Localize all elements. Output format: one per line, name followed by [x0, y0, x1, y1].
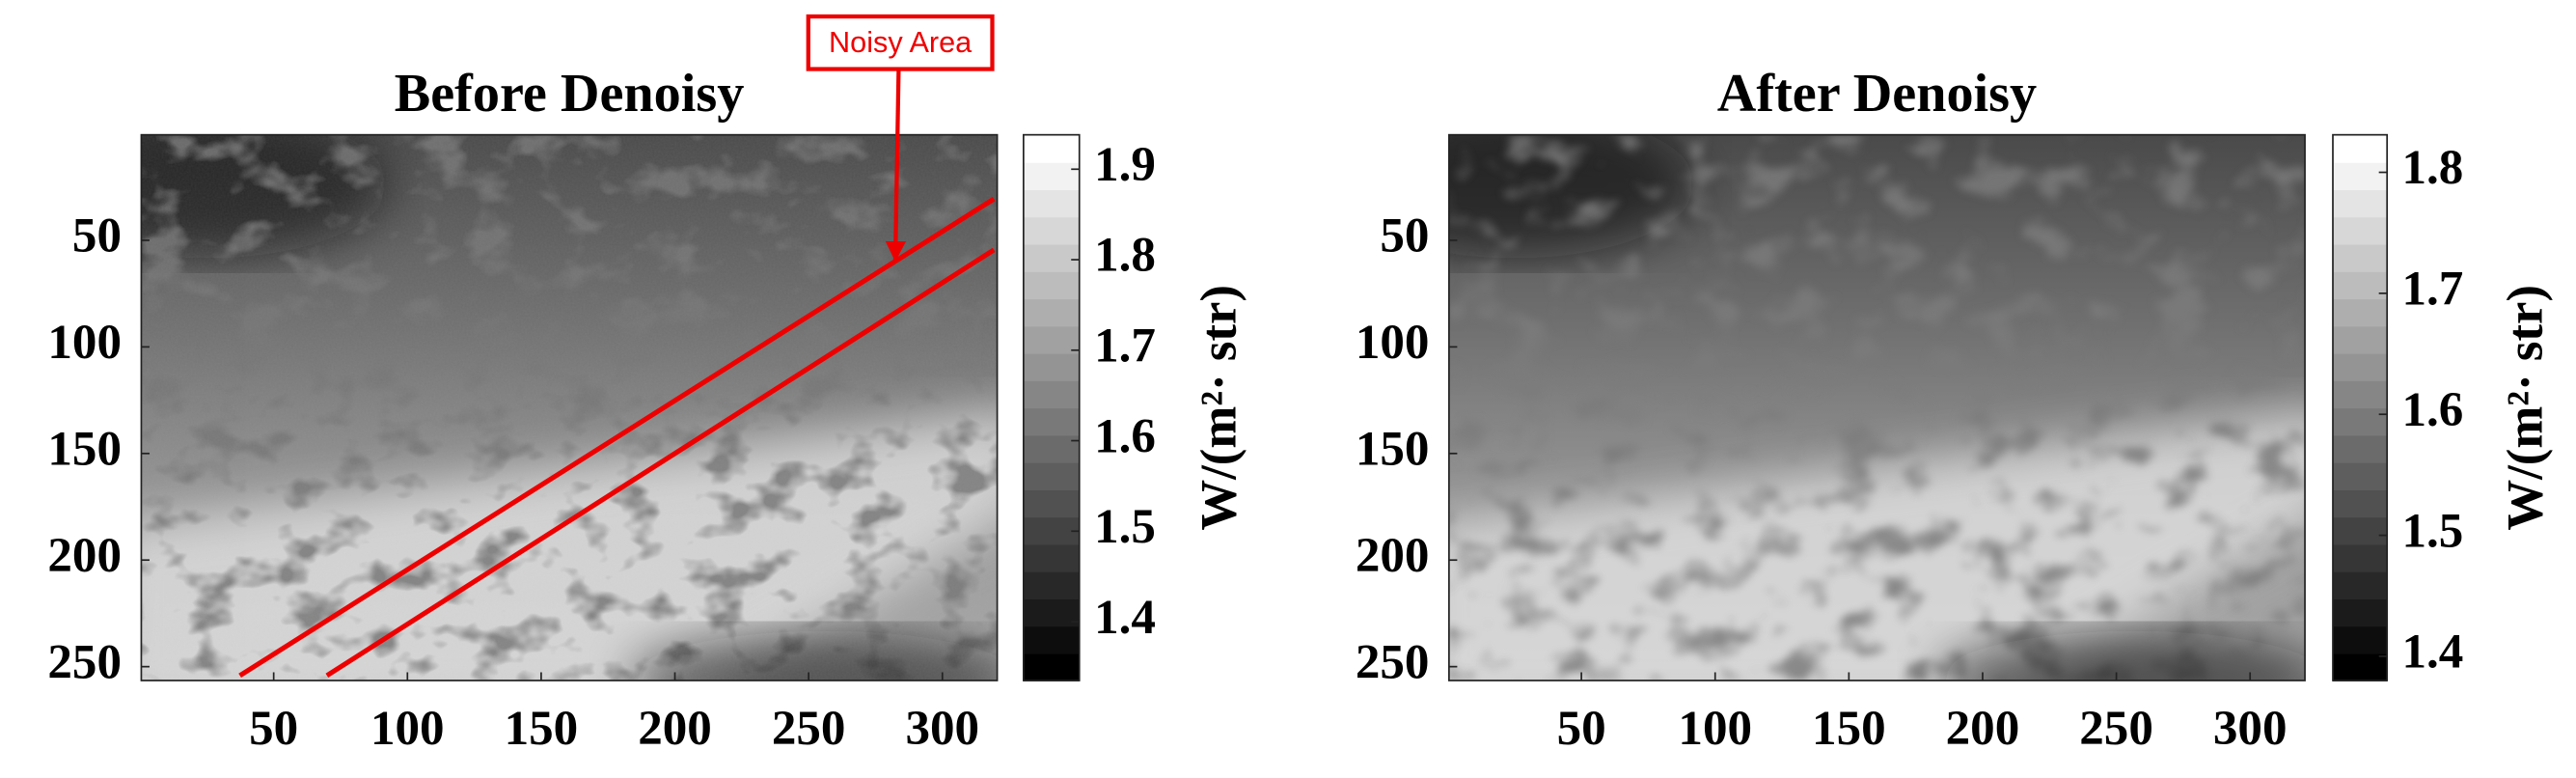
colorbar-tick-label: 1.5	[1094, 499, 1156, 554]
colorbar-tick-label: 1.6	[1094, 408, 1156, 463]
y-tick-label: 150	[47, 422, 122, 477]
colorbar-step	[2332, 189, 2388, 218]
colorbar-step	[2332, 516, 2388, 545]
image	[141, 134, 998, 681]
colorbar-step	[2332, 489, 2388, 518]
colorbar-step	[2332, 216, 2388, 245]
colorbar-step	[2332, 598, 2388, 627]
colorbar-step	[2332, 625, 2388, 654]
colorbar-step	[1023, 543, 1080, 572]
colorbar-step	[1023, 461, 1080, 490]
grain	[141, 134, 998, 681]
x-tick-label: 250	[2079, 701, 2153, 756]
colorbar-frame	[1022, 133, 1081, 681]
colorbar-label: W/(m²· str)	[1192, 285, 1247, 531]
x-tick-label: 300	[2213, 701, 2288, 756]
x-tick-label: 200	[638, 701, 712, 756]
colorbar-step	[2332, 570, 2388, 600]
colorbar-step	[1023, 489, 1080, 518]
x-tick-label: 50	[249, 701, 298, 756]
colorbar-step	[2332, 653, 2388, 681]
image	[1448, 134, 2306, 681]
colorbar-step	[2332, 270, 2388, 300]
colorbar-step	[1023, 270, 1080, 300]
colorbar-step	[1023, 407, 1080, 436]
y-tick-label: 250	[47, 634, 122, 689]
colorbar-step	[1023, 434, 1080, 463]
colorbar-step	[1023, 134, 1080, 163]
y-tick-label: 50	[72, 208, 122, 264]
colorbar-step	[1023, 516, 1080, 545]
colorbar-step	[1023, 653, 1080, 681]
colorbar-step	[2332, 380, 2388, 409]
x-tick-label: 150	[1812, 701, 1886, 756]
colorbar-tick-label: 1.6	[2402, 382, 2464, 437]
dark-patch	[1936, 630, 2306, 681]
x-tick-label: 100	[1678, 701, 1752, 756]
noisy-line	[325, 247, 996, 679]
colorbar-step	[2332, 407, 2388, 436]
colorbar-step	[1023, 161, 1080, 191]
y-tick-label: 200	[1356, 528, 1430, 583]
colorbar-tick-label: 1.9	[1094, 137, 1156, 192]
x-tick-label: 100	[370, 701, 445, 756]
y-tick-label: 100	[47, 315, 122, 370]
y-tick-label: 50	[1380, 208, 1429, 264]
colorbar-tick-label: 1.8	[1094, 228, 1156, 283]
colorbar-step	[2332, 434, 2388, 463]
colorbar-step	[1023, 189, 1080, 218]
title: Before Denoisy	[395, 64, 745, 124]
colorbar-label: W/(m²· str)	[2497, 285, 2553, 531]
x-tick-label: 150	[505, 701, 579, 756]
colorbar-step	[2332, 243, 2388, 272]
colorbar-step	[1023, 625, 1080, 654]
colorbar-tick-label: 1.4	[2402, 625, 2464, 680]
colorbar-step	[2332, 461, 2388, 490]
colorbar-step	[2332, 298, 2388, 327]
noisy-line	[238, 196, 996, 679]
colorbar-frame	[2332, 133, 2389, 681]
colorbar-step	[2332, 352, 2388, 381]
blobs	[1448, 134, 2306, 681]
colorbar-tick-label: 1.8	[2402, 140, 2464, 195]
colorbar-step	[1023, 325, 1080, 354]
title: After Denoisy	[1717, 64, 2037, 124]
colorbar-step	[2332, 161, 2388, 191]
y-tick-label: 250	[1356, 634, 1430, 689]
colorbar-step	[1023, 298, 1080, 327]
annotation-box	[806, 14, 995, 71]
colorbar-step	[1023, 216, 1080, 245]
y-tick-label: 150	[1356, 422, 1430, 477]
colorbar-step	[2332, 134, 2388, 163]
colorbar-step	[1023, 598, 1080, 627]
colorbar-step	[2332, 543, 2388, 572]
y-tick-label: 200	[47, 528, 122, 583]
colorbar-step	[2332, 325, 2388, 354]
colorbar-step	[1023, 352, 1080, 381]
x-tick-label: 300	[905, 701, 979, 756]
colorbar-step	[1023, 380, 1080, 409]
colorbar-tick-label: 1.7	[2402, 262, 2464, 317]
axes-frame	[1448, 133, 2306, 681]
colorbar-step	[1023, 570, 1080, 600]
colorbar-step	[1023, 243, 1080, 272]
colorbar-tick-label: 1.7	[1094, 319, 1156, 374]
x-tick-label: 250	[772, 701, 846, 756]
y-tick-label: 100	[1356, 315, 1430, 370]
colorbar-tick-label: 1.4	[1094, 590, 1156, 645]
colorbar-tick-label: 1.5	[2402, 503, 2464, 558]
x-tick-label: 200	[1946, 701, 2020, 756]
annotation-text: Noisy Area	[829, 26, 973, 59]
axes-frame	[140, 133, 999, 681]
x-tick-label: 50	[1557, 701, 1606, 756]
annotation-arrow	[885, 69, 907, 263]
